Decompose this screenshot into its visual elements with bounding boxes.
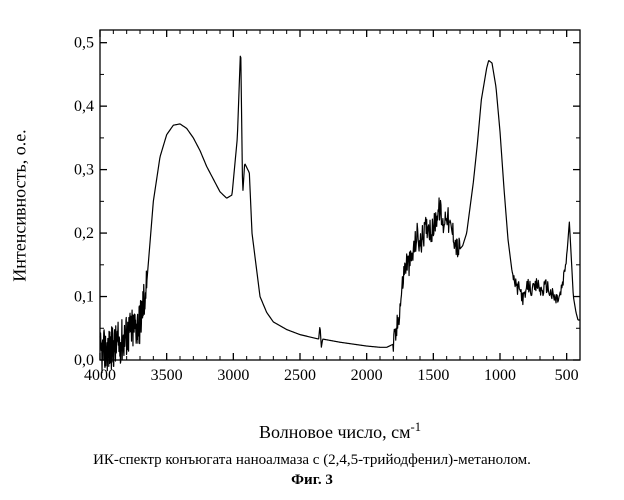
x-tick-label: 3000 [217, 367, 249, 384]
plot-area: 40003500300025002000150010005000,00,10,2… [90, 20, 590, 390]
x-tick-label: 500 [555, 367, 579, 384]
figure: Интенсивность, о.е. 40003500300025002000… [0, 0, 624, 500]
y-tick-label: 0,3 [74, 162, 94, 179]
x-tick-label: 1500 [417, 367, 449, 384]
y-tick-label: 0,1 [74, 289, 94, 306]
figure-caption: ИК-спектр конъюгата наноалмаза с (2,4,5-… [0, 452, 624, 469]
x-tick-label: 1000 [484, 367, 516, 384]
y-axis-label: Интенсивность, о.е. [10, 0, 30, 410]
x-axis-label: Волновое число, см-1 [90, 420, 590, 443]
y-tick-label: 0,0 [74, 352, 94, 369]
figure-number: Фиг. 3 [0, 472, 624, 489]
y-axis-label-text: Интенсивность, о.е. [10, 129, 31, 281]
x-axis-label-text: Волновое число, см-1 [259, 422, 421, 442]
y-tick-label: 0,5 [74, 35, 94, 52]
x-tick-label: 2500 [284, 367, 316, 384]
x-tick-label: 3500 [151, 367, 183, 384]
y-tick-label: 0,4 [74, 98, 94, 115]
y-tick-label: 0,2 [74, 225, 94, 242]
spectrum-chart: 40003500300025002000150010005000,00,10,2… [90, 20, 590, 390]
x-tick-label: 2000 [351, 367, 383, 384]
